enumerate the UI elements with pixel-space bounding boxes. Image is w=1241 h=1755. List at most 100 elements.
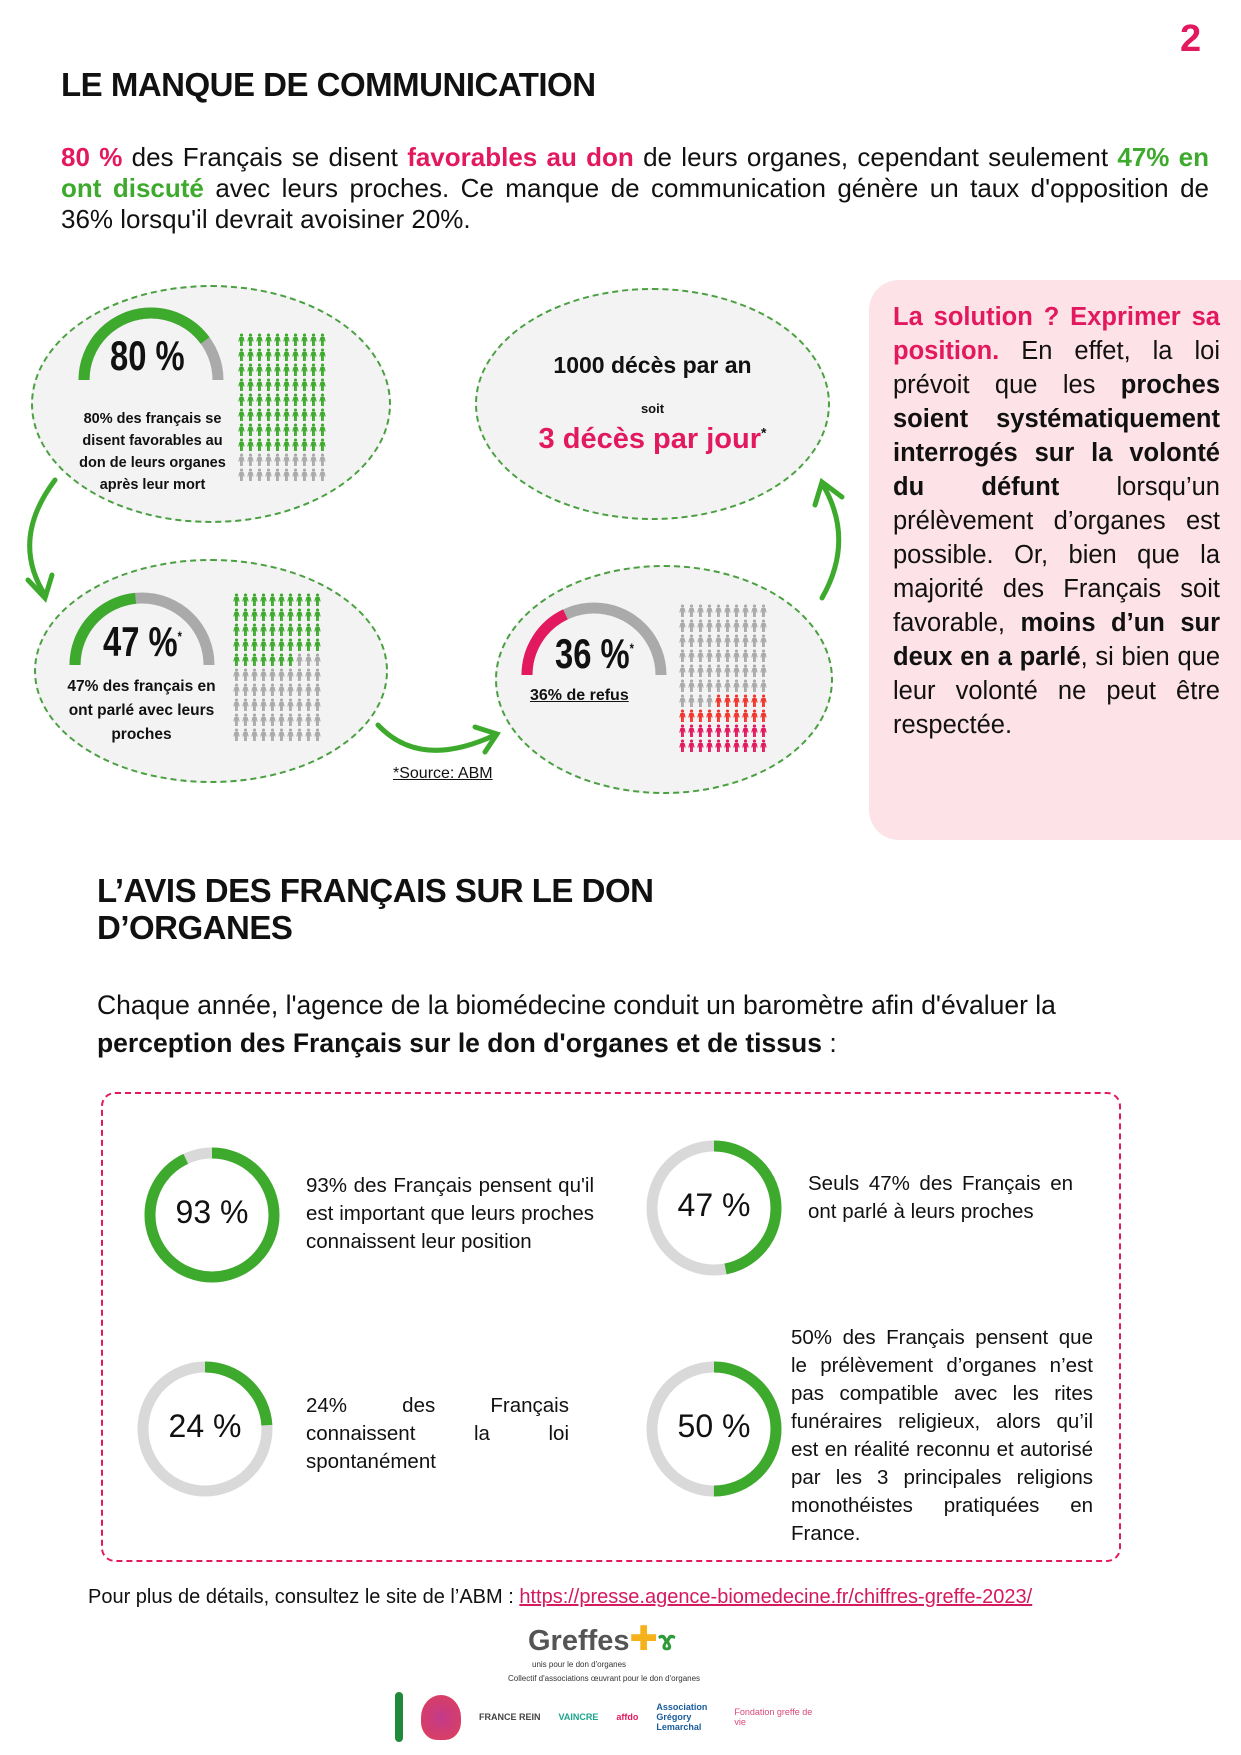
person-icon xyxy=(247,363,254,376)
person-icon xyxy=(319,378,326,391)
person-icon xyxy=(247,468,254,481)
person-icon xyxy=(697,724,704,737)
person-icon xyxy=(278,638,285,651)
person-icon xyxy=(301,468,308,481)
person-icon xyxy=(251,683,258,696)
text: En effet, la loi prévoit que les xyxy=(893,337,1220,399)
text: , si bien que leur volonté ne peut être … xyxy=(893,643,1220,739)
stat-text: 93% des Français pensent qu'il est impor… xyxy=(306,1174,594,1253)
person-icon xyxy=(292,423,299,436)
person-icon xyxy=(319,468,326,481)
person-icon xyxy=(742,679,749,692)
person-icon xyxy=(287,623,294,636)
person-icon xyxy=(287,668,294,681)
person-icon xyxy=(296,653,303,666)
person-icon xyxy=(247,438,254,451)
person-icon xyxy=(256,363,263,376)
person-icon xyxy=(679,619,686,632)
person-icon xyxy=(251,623,258,636)
person-icon xyxy=(733,739,740,752)
person-icon xyxy=(256,348,263,361)
person-icon xyxy=(242,653,249,666)
donut-chart xyxy=(144,1147,280,1283)
person-icon xyxy=(278,698,285,711)
person-icon xyxy=(269,593,276,606)
person-icon xyxy=(742,694,749,707)
person-icon xyxy=(265,453,272,466)
person-icon xyxy=(697,649,704,662)
person-icon xyxy=(305,698,312,711)
person-icon xyxy=(238,408,245,421)
person-icon xyxy=(260,698,267,711)
person-icon xyxy=(283,393,290,406)
person-icon xyxy=(706,634,713,647)
person-icon xyxy=(278,623,285,636)
person-icon xyxy=(733,649,740,662)
stat-text: 50% des Français pensent que le prélèvem… xyxy=(791,1326,1093,1545)
solution-text: La solution ? Exprimer sa position. En e… xyxy=(893,300,1220,742)
person-icon xyxy=(310,378,317,391)
person-icon xyxy=(688,604,695,617)
person-icon xyxy=(242,593,249,606)
person-icon xyxy=(265,363,272,376)
person-icon xyxy=(760,724,767,737)
person-icon xyxy=(314,683,321,696)
person-icon xyxy=(760,664,767,677)
person-icon xyxy=(247,333,254,346)
person-icon xyxy=(238,348,245,361)
person-icon xyxy=(287,713,294,726)
person-icon xyxy=(265,468,272,481)
person-icon xyxy=(283,348,290,361)
person-icon xyxy=(706,619,713,632)
person-icon xyxy=(260,713,267,726)
person-icon xyxy=(247,408,254,421)
person-icon xyxy=(287,608,294,621)
person-icon xyxy=(296,728,303,741)
person-icon xyxy=(265,438,272,451)
partner-logo: FRANCE REIN xyxy=(479,1712,541,1722)
person-icon xyxy=(724,649,731,662)
arrow-up-right xyxy=(819,482,842,601)
person-icon xyxy=(760,619,767,632)
solution-heading: La solution ? Exprimer sa position. xyxy=(893,303,1220,365)
person-icon xyxy=(724,709,731,722)
person-icon xyxy=(319,438,326,451)
person-icon xyxy=(251,653,258,666)
person-icon xyxy=(715,619,722,632)
person-icon xyxy=(269,683,276,696)
person-icon xyxy=(319,393,326,406)
person-icon xyxy=(751,724,758,737)
person-icon xyxy=(314,713,321,726)
person-icon xyxy=(278,683,285,696)
person-icon xyxy=(314,698,321,711)
abm-link[interactable]: https://presse.agence-biomedecine.fr/chi… xyxy=(519,1586,1033,1608)
refusal-caption: 36% de refus xyxy=(530,687,629,704)
panel-deaths xyxy=(475,288,830,520)
gauge-fill xyxy=(78,307,224,381)
person-icon xyxy=(706,679,713,692)
person-icon xyxy=(251,698,258,711)
asterisk: * xyxy=(629,640,634,656)
person-icon xyxy=(283,408,290,421)
person-icon xyxy=(274,468,281,481)
person-icon xyxy=(292,348,299,361)
person-icon xyxy=(751,649,758,662)
person-icon xyxy=(706,709,713,722)
person-icon xyxy=(238,423,245,436)
person-icon xyxy=(733,709,740,722)
person-icon xyxy=(287,638,294,651)
person-icon xyxy=(251,728,258,741)
person-icon xyxy=(319,453,326,466)
person-icon xyxy=(242,608,249,621)
person-icon xyxy=(269,728,276,741)
person-icon xyxy=(310,363,317,376)
person-icon xyxy=(760,709,767,722)
partner-logo: VAINCRE xyxy=(558,1712,599,1722)
person-icon xyxy=(679,604,686,617)
person-icon xyxy=(278,713,285,726)
donut-value: 24 % xyxy=(168,1408,242,1444)
people-grid-discussed xyxy=(232,593,322,741)
person-icon xyxy=(760,679,767,692)
person-icon xyxy=(715,679,722,692)
greffes-logo: Greffes✚ɤ xyxy=(528,1622,675,1658)
